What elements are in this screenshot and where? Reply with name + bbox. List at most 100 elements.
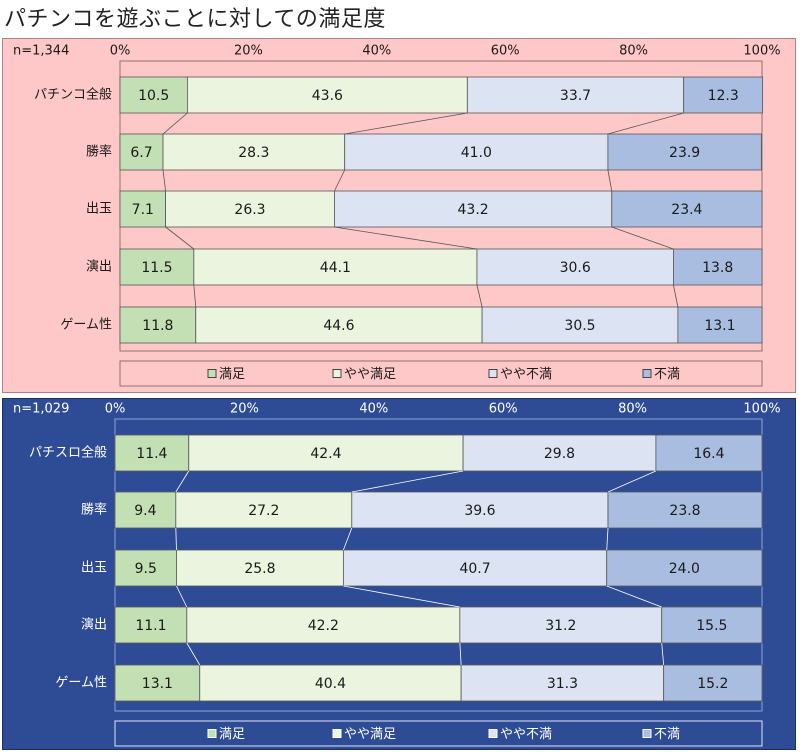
bar-segment — [114, 434, 190, 472]
data-label: 42.2 — [308, 618, 339, 634]
data-label: 13.8 — [702, 260, 733, 276]
series-connector-line — [162, 112, 188, 135]
bar-segment — [119, 190, 166, 228]
legend-label: 満足 — [219, 367, 245, 382]
series-connector-line — [661, 642, 665, 666]
bar-segment — [611, 190, 763, 228]
data-label: 31.2 — [545, 618, 576, 634]
data-label: 11.1 — [135, 618, 166, 634]
legend-box — [114, 720, 763, 747]
sample-size-label: n=1,029 — [13, 402, 69, 417]
category-label: 出玉 — [86, 202, 112, 217]
data-label: 30.6 — [560, 260, 591, 276]
bar-segment — [114, 664, 201, 702]
bar-segment — [176, 549, 344, 587]
data-label: 33.7 — [560, 88, 591, 104]
bar-segment — [175, 491, 353, 529]
data-label: 42.4 — [310, 446, 341, 462]
data-label: 23.9 — [669, 145, 700, 161]
pachislot-satisfaction-chart: n=1,029 0% 20% 40% 60% 80% 100% パチスロ全般 11.4 42.4 2… — [13, 402, 781, 747]
bar-segment — [199, 664, 462, 702]
bar-segment — [186, 606, 461, 644]
data-label: 13.1 — [142, 676, 173, 692]
legend-swatch — [642, 729, 652, 738]
series-connector-line — [344, 112, 468, 135]
sample-size-label: n=1,344 — [13, 44, 69, 59]
data-label: 23.4 — [671, 202, 702, 218]
data-label: 40.4 — [315, 676, 346, 692]
category-label: 勝率 — [86, 144, 112, 160]
data-label: 6.7 — [130, 145, 152, 161]
x-tick-label: 0% — [105, 402, 126, 417]
series-connector-line — [186, 642, 201, 666]
data-label: 40.7 — [459, 561, 490, 577]
data-label: 30.5 — [564, 318, 595, 334]
legend-swatch — [332, 729, 342, 738]
data-label: 24.0 — [669, 561, 700, 577]
data-label: 12.3 — [708, 88, 739, 104]
x-tick-label: 40% — [359, 402, 388, 417]
bar-segment — [476, 248, 674, 286]
pachislot-chart-panel: n=1,029 0% 20% 40% 60% 80% 100% パチスロ全般 11.4 42.4 2… — [2, 398, 796, 750]
series-connector-line — [193, 284, 197, 308]
series-connector-line — [334, 226, 478, 250]
bar-segment — [677, 306, 763, 344]
series-connector-line — [607, 169, 613, 192]
x-tick-label: 80% — [618, 402, 647, 417]
bar-segment — [459, 606, 663, 644]
series-connector-line — [343, 585, 460, 608]
bar-segment — [187, 76, 468, 114]
data-label: 43.6 — [312, 88, 343, 104]
data-label: 27.2 — [248, 503, 279, 519]
series-connector-line — [607, 470, 657, 493]
x-tick-label: 60% — [489, 402, 518, 417]
series-connector-line — [611, 226, 674, 250]
data-label: 10.5 — [138, 88, 169, 104]
series-connector-line — [175, 470, 190, 493]
category-label: 出玉 — [81, 561, 107, 576]
x-tick-label: 40% — [362, 44, 391, 59]
data-label: 29.8 — [544, 446, 575, 462]
data-label: 39.6 — [464, 503, 495, 519]
pachinko-satisfaction-chart: n=1,344 0% 20% 40% 60% 80% 100% パチンコ全般 10.5 43.6 3… — [13, 44, 781, 387]
bar-segment — [344, 133, 609, 171]
data-label: 9.4 — [134, 503, 156, 519]
data-label: 15.2 — [697, 676, 728, 692]
category-label: ゲーム性 — [60, 318, 112, 333]
bar-segment — [119, 133, 164, 171]
category-label: ゲーム性 — [55, 676, 107, 691]
legend-swatch — [488, 369, 498, 378]
legend-box — [119, 360, 763, 387]
x-tick-label: 80% — [619, 44, 648, 59]
category-label: 勝率 — [81, 502, 107, 518]
category-label: 演出 — [86, 259, 112, 275]
legend-label: やや不満 — [500, 367, 552, 382]
data-label: 11.8 — [142, 318, 173, 334]
bar-segment — [673, 248, 763, 286]
data-label: 7.1 — [132, 202, 154, 218]
legend-label: やや満足 — [344, 727, 396, 742]
bar-segment — [655, 434, 763, 472]
bar-segment — [661, 606, 763, 644]
bar-segment — [460, 664, 665, 702]
series-connector-line — [343, 527, 353, 551]
data-label: 23.8 — [669, 503, 700, 519]
x-tick-label: 100% — [743, 44, 780, 59]
data-label: 44.1 — [320, 260, 351, 276]
category-label: パチンコ全般 — [34, 87, 112, 103]
data-label: 28.3 — [238, 145, 269, 161]
bar-segment — [607, 491, 763, 529]
data-label: 11.4 — [136, 446, 167, 462]
bar-segment — [466, 76, 685, 114]
series-connector-line — [606, 585, 662, 608]
legend-swatch — [207, 729, 217, 738]
bar-segment — [606, 549, 763, 587]
legend-swatch — [488, 729, 498, 738]
series-connector-line — [175, 527, 177, 551]
data-label: 26.3 — [234, 202, 265, 218]
data-label: 43.2 — [458, 202, 489, 218]
bar-segment — [462, 434, 657, 472]
data-label: 11.5 — [141, 260, 172, 276]
page-title: パチンコを遊ぶことに対しての満足度 — [4, 7, 386, 32]
legend-swatch — [642, 369, 652, 378]
